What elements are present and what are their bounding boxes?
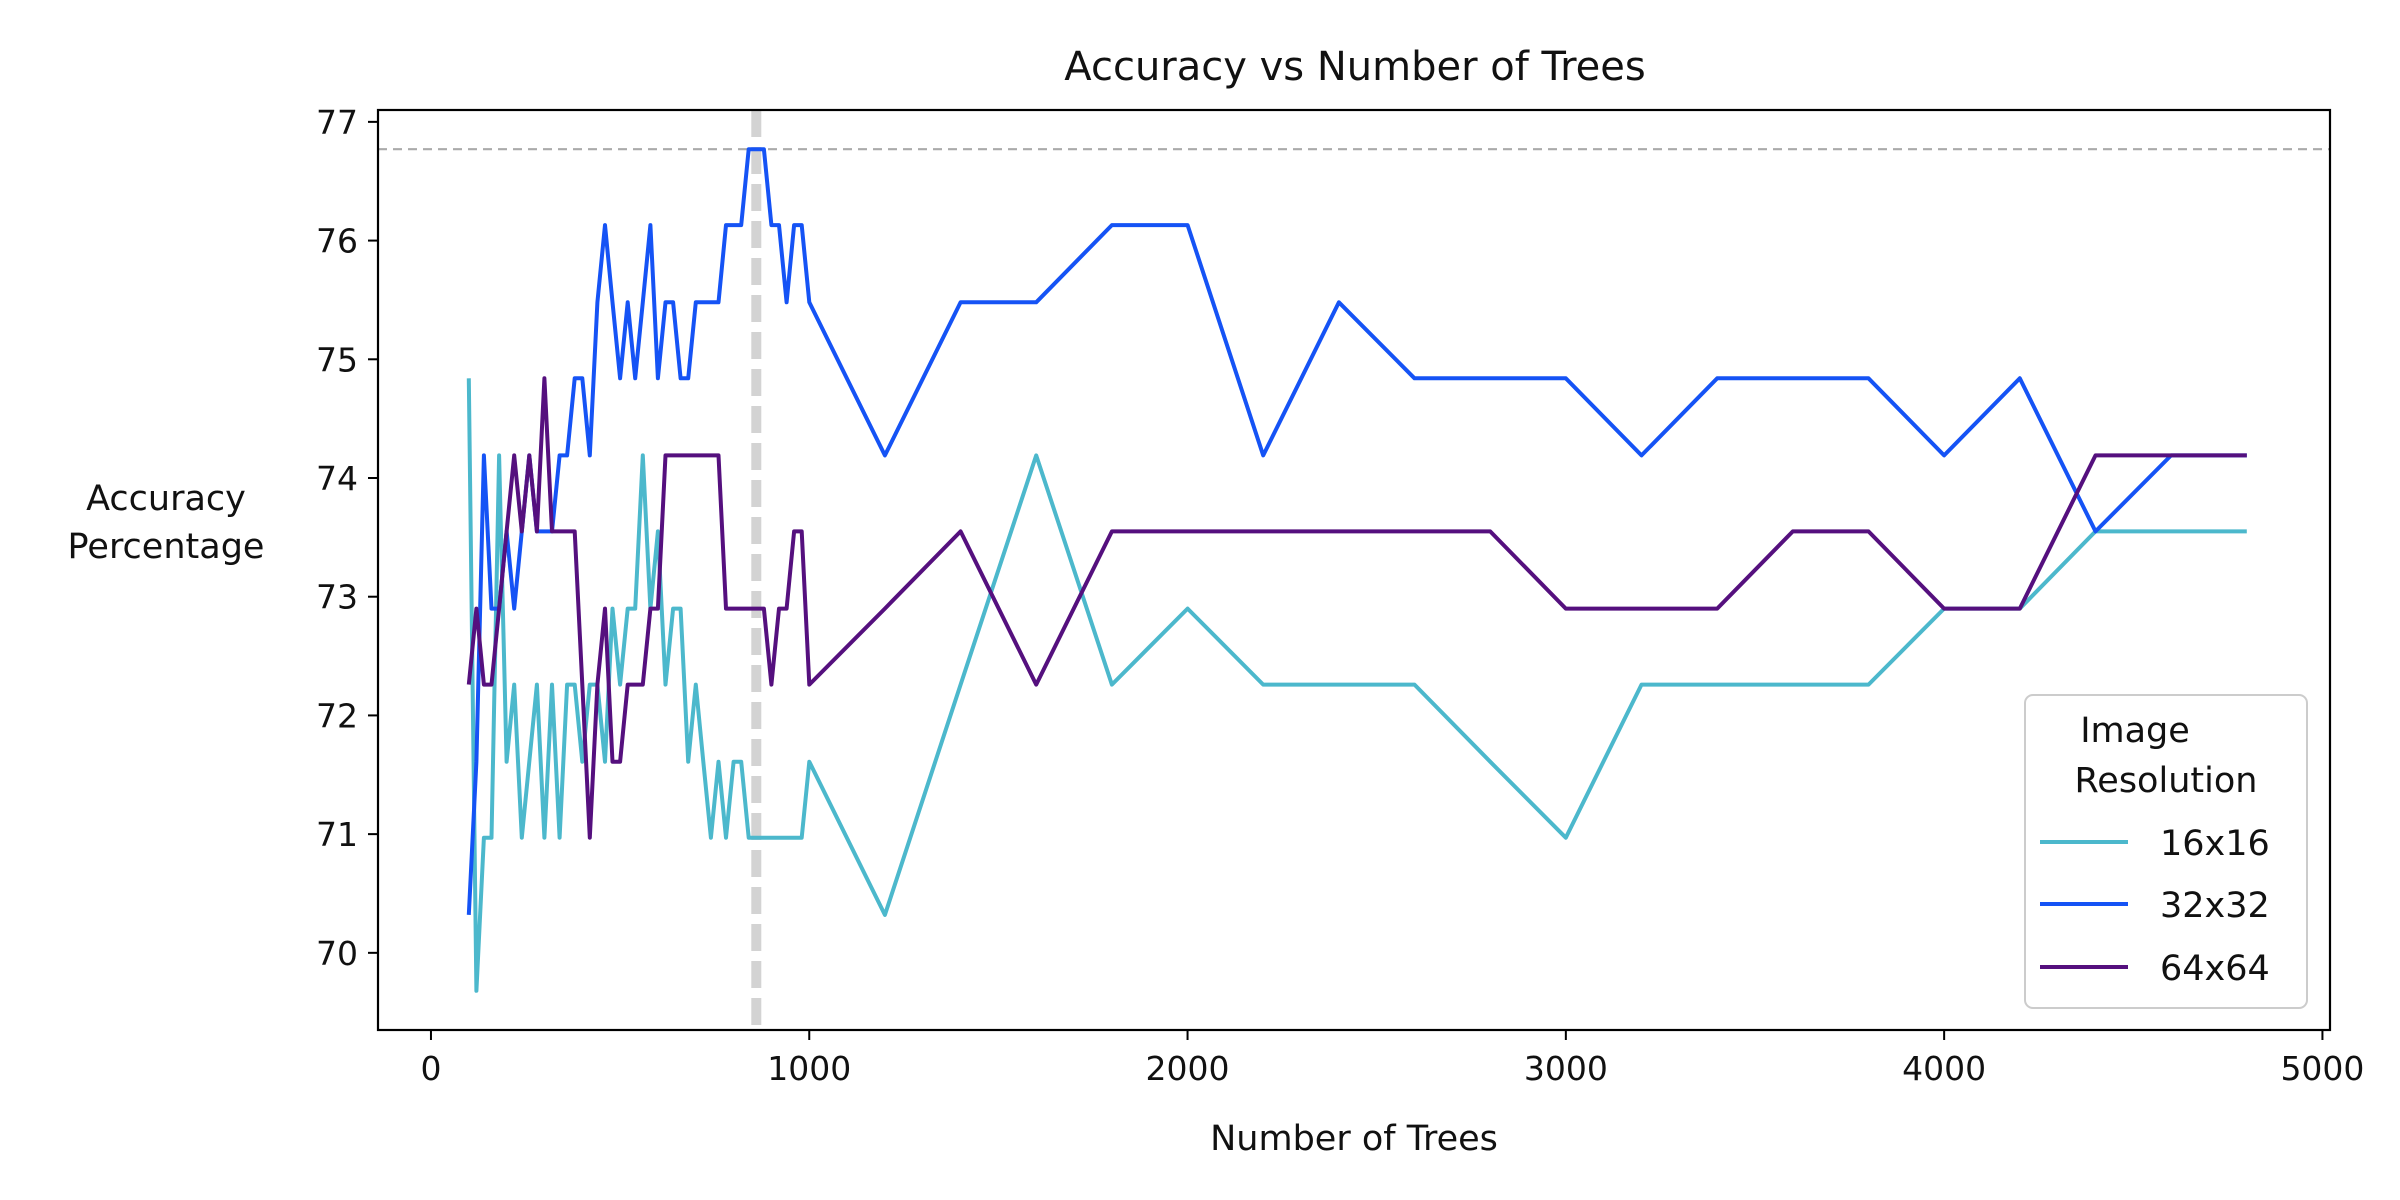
x-tick-label: 4000 (1902, 1049, 1986, 1088)
x-tick-label: 1000 (767, 1049, 851, 1088)
y-axis-ticks: 70 71 72 73 74 75 76 77 (316, 103, 378, 973)
plot-frame (376, 108, 2332, 1032)
legend-label-64x64: 64x64 (2160, 949, 2270, 989)
y-tick-label: 76 (316, 222, 358, 261)
x-axis-label: Number of Trees (1210, 1119, 1498, 1159)
y-tick-label: 77 (316, 103, 358, 142)
series-line-16x16 (466, 378, 2247, 993)
y-tick-label: 72 (316, 696, 358, 735)
y-tick-label: 71 (316, 815, 358, 854)
x-tick-label: 0 (420, 1049, 441, 1088)
series-lines (466, 147, 2247, 993)
y-tick-label: 73 (316, 578, 358, 617)
chart-title: Accuracy vs Number of Trees (1064, 44, 1645, 90)
x-tick-label: 2000 (1146, 1049, 1230, 1088)
y-axis-label-line-1: Accuracy (86, 479, 246, 519)
legend-title-line-1: Image (2080, 711, 2190, 751)
series-line-64x64 (466, 376, 2247, 840)
legend-label-32x32: 32x32 (2160, 886, 2270, 926)
y-tick-label: 74 (316, 459, 358, 498)
series-line-32x32 (466, 147, 2247, 915)
reference-lines (378, 110, 2330, 1030)
legend-label-16x16: 16x16 (2160, 824, 2270, 864)
legend-box (2024, 694, 2308, 1009)
legend: Image Resolution 16x16 32x32 64x64 (2024, 694, 2308, 1009)
x-tick-label: 5000 (2280, 1049, 2364, 1088)
y-axis-label-line-2: Percentage (68, 527, 265, 567)
legend-title-line-2: Resolution (2075, 761, 2258, 801)
y-tick-label: 75 (316, 340, 358, 379)
x-axis-ticks: 0 1000 2000 3000 4000 5000 (420, 1030, 2364, 1088)
x-tick-label: 3000 (1524, 1049, 1608, 1088)
y-tick-label: 70 (316, 934, 358, 973)
